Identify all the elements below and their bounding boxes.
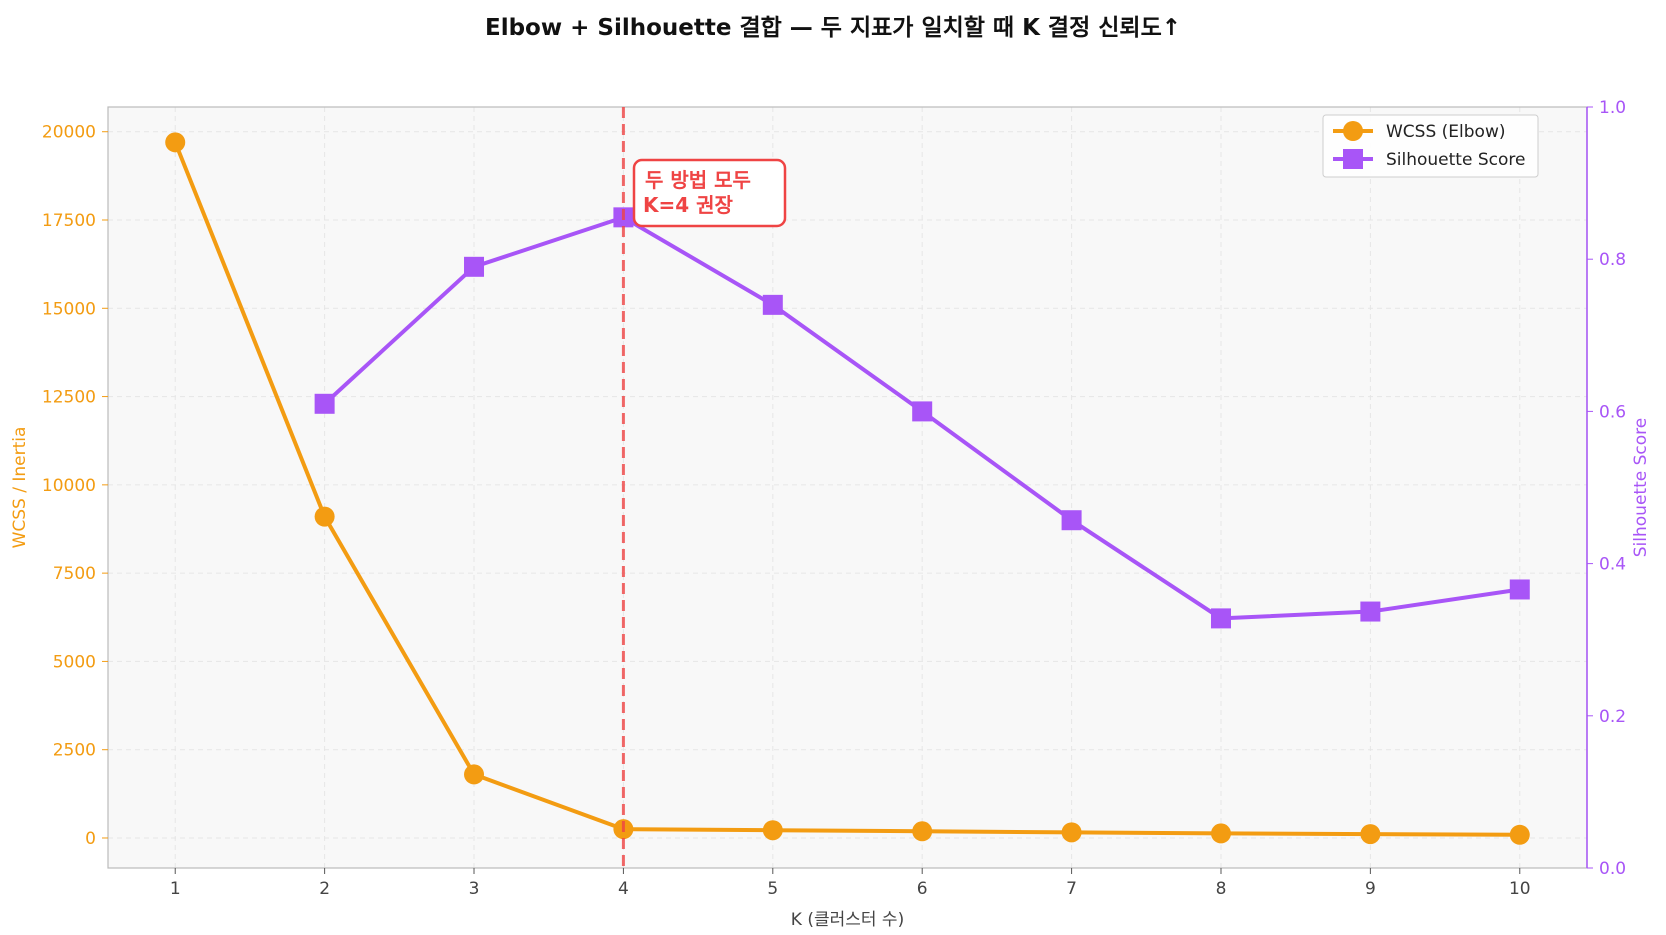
x-tick-label: 7 [1066,879,1077,899]
x-tick-label: 6 [917,879,928,899]
legend-label: WCSS (Elbow) [1386,122,1506,142]
wcss-point [1360,824,1381,845]
x-tick-label: 8 [1216,879,1227,899]
annotation-line-1: 두 방법 모두 [645,168,751,192]
x-axis-label: K (클러스터 수) [791,910,904,930]
y-left-tick-label: 15000 [42,299,96,319]
legend-marker-circle [1343,121,1363,141]
wcss-line [173,141,1520,837]
legend-marker-square [1343,149,1363,169]
y-left-tick-label: 0 [85,829,96,849]
annotation-box [632,158,787,228]
y-right-tick-label: 0.8 [1599,250,1626,270]
x-tick-label: 3 [469,879,480,899]
silhouette-point [1509,579,1530,600]
y-left-tick-label: 10000 [42,476,96,496]
wcss-point [762,820,783,841]
y-right-tick-label: 0.2 [1599,707,1626,727]
x-tick-label: 1 [170,879,181,899]
y-right-tick-label: 0.0 [1599,859,1626,879]
y-right-tick-label: 0.6 [1599,402,1626,422]
annotation-line-2: K=4 권장 [643,193,734,217]
wcss-point [1061,822,1082,843]
y-right-axis-label: Silhouette Score [1631,418,1651,557]
y-left-tick-label: 12500 [42,388,96,408]
wcss-point [1210,823,1231,844]
wcss-point [912,821,933,842]
wcss-point [165,132,186,153]
wcss-point [314,506,335,527]
y-left-tick-label: 7500 [53,564,96,584]
silhouette-point [1210,608,1231,629]
y-right-tick-label: 0.4 [1599,555,1626,575]
chart-title: Elbow + Silhouette 결합 — 두 지표가 일치할 때 K 결정… [484,15,1182,41]
x-tick-label: 9 [1365,879,1376,899]
silhouette-point [762,294,783,315]
wcss-point [464,764,485,785]
silhouette-point [464,256,485,277]
wcss-point [1509,824,1530,845]
y-right-tick-label: 1.0 [1599,98,1626,118]
x-tick-label: 2 [319,879,330,899]
y-left-tick-label: 17500 [42,211,96,231]
silhouette-point [314,393,335,414]
x-tick-label: 10 [1509,879,1531,899]
y-left-tick-label: 2500 [53,741,96,761]
y-left-tick-label: 20000 [42,123,96,143]
x-tick-label: 4 [618,879,629,899]
y-left-axis-label: WCSS / Inertia [10,427,30,549]
silhouette-point [912,401,933,422]
legend [1322,114,1539,178]
legend-label: Silhouette Score [1386,150,1525,170]
silhouette-point [1061,510,1082,531]
silhouette-point [1360,601,1381,622]
plot-background [108,107,1587,868]
y-left-tick-label: 5000 [53,652,96,672]
x-tick-label: 5 [767,879,778,899]
